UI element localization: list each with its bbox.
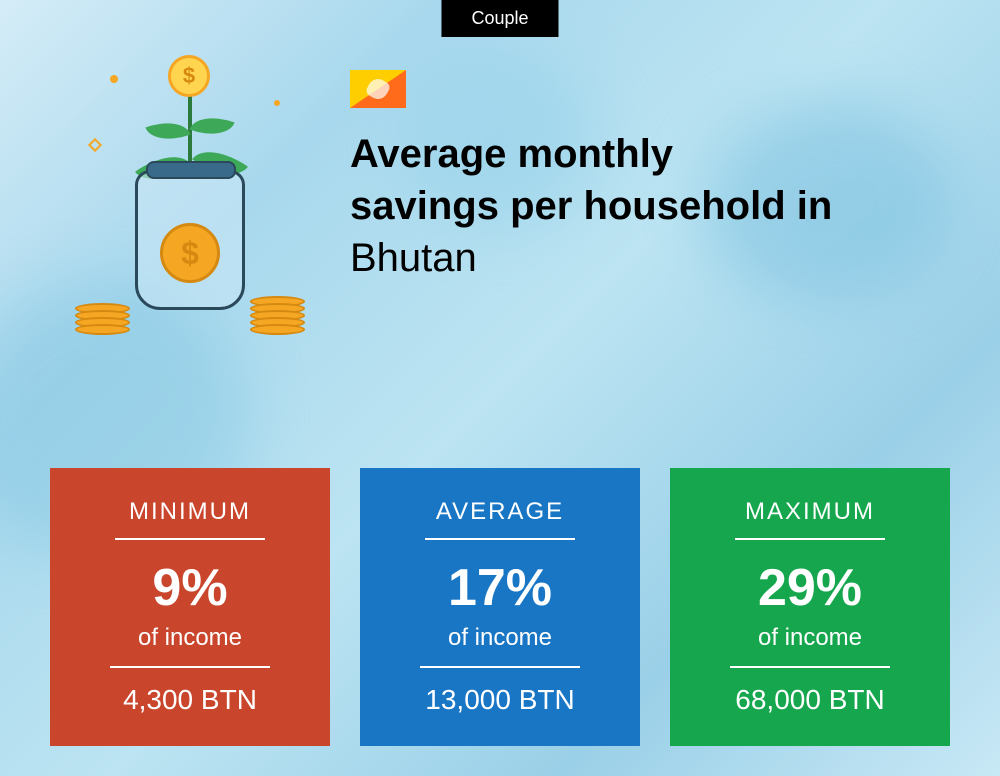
category-badge: Couple — [441, 0, 558, 37]
sparkle-icon — [110, 75, 118, 83]
coin-icon: $ — [160, 223, 220, 283]
jar-icon: $ — [135, 170, 245, 310]
jar-lid — [146, 161, 236, 179]
savings-jar-illustration: $ $ — [60, 60, 320, 340]
card-amount: 68,000 BTN — [690, 684, 930, 716]
card-label: AVERAGE — [425, 498, 575, 540]
card-label: MINIMUM — [115, 498, 265, 540]
coin-stack-icon — [75, 307, 130, 335]
stat-cards-row: MINIMUM 9% of income 4,300 BTN AVERAGE 1… — [50, 468, 950, 746]
stat-card-average: AVERAGE 17% of income 13,000 BTN — [360, 468, 640, 746]
title-country: Bhutan — [350, 232, 832, 284]
title-line-2: savings per household in — [350, 180, 832, 232]
sparkle-icon — [274, 100, 280, 106]
stat-card-maximum: MAXIMUM 29% of income 68,000 BTN — [670, 468, 950, 746]
card-amount: 4,300 BTN — [70, 684, 310, 716]
title-line-1: Average monthly — [350, 128, 832, 180]
card-percent: 9% — [70, 558, 310, 618]
card-percent: 17% — [380, 558, 620, 618]
bhutan-flag-icon — [350, 70, 406, 108]
leaf-icon — [189, 109, 234, 143]
sparkle-icon — [88, 138, 102, 152]
leaf-icon — [145, 114, 190, 148]
card-label: MAXIMUM — [735, 498, 885, 540]
title-block: Average monthly savings per household in… — [350, 60, 832, 284]
stat-card-minimum: MINIMUM 9% of income 4,300 BTN — [50, 468, 330, 746]
coin-icon: $ — [168, 55, 210, 97]
card-subtext: of income — [420, 624, 580, 668]
card-subtext: of income — [110, 624, 270, 668]
card-amount: 13,000 BTN — [380, 684, 620, 716]
card-percent: 29% — [690, 558, 930, 618]
header: $ $ Average monthly savings per househol… — [60, 60, 960, 340]
card-subtext: of income — [730, 624, 890, 668]
coin-stack-icon — [250, 300, 305, 335]
